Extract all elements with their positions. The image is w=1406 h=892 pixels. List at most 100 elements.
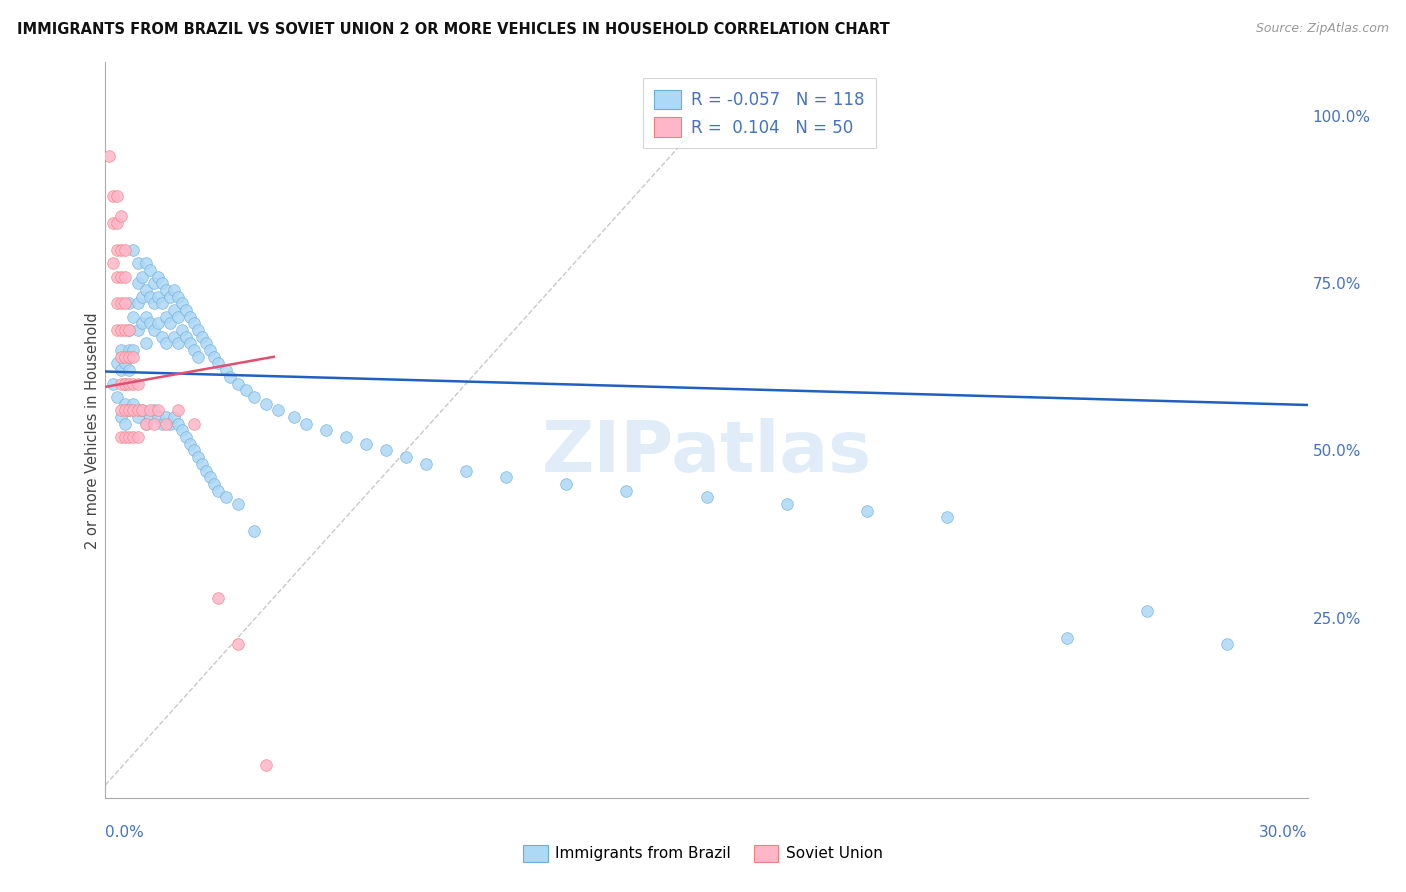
Point [162, 283, 184, 297]
Point [138, 403, 160, 417]
Point [936, 510, 959, 524]
Point [166, 310, 188, 324]
Point [295, 417, 318, 431]
Point [135, 417, 157, 431]
Point [174, 330, 197, 344]
Point [127, 410, 149, 425]
Point [135, 336, 157, 351]
Point [395, 450, 418, 464]
Point [142, 417, 165, 431]
Point [150, 330, 173, 344]
Point [122, 343, 145, 358]
Point [118, 403, 141, 417]
Point [226, 637, 249, 651]
Point [146, 289, 169, 303]
Point [131, 403, 153, 417]
Point [114, 243, 136, 257]
Point [155, 283, 177, 297]
Point [194, 336, 217, 351]
Point [159, 417, 181, 431]
Point [155, 310, 177, 324]
Point [110, 210, 132, 224]
Point [696, 490, 718, 504]
Point [107, 356, 129, 371]
Point [218, 369, 240, 384]
Point [131, 317, 153, 331]
Point [114, 376, 136, 391]
Point [335, 430, 357, 444]
Point [776, 497, 799, 511]
Point [110, 410, 132, 425]
Point [155, 410, 177, 425]
Point [202, 476, 225, 491]
Point [103, 189, 125, 203]
Point [114, 376, 136, 391]
Point [110, 403, 132, 417]
Point [159, 289, 181, 303]
Point [135, 283, 157, 297]
Point [207, 591, 229, 605]
Point [110, 296, 132, 310]
Point [150, 417, 173, 431]
Point [107, 243, 129, 257]
Point [122, 403, 145, 417]
Point [127, 323, 149, 337]
Point [183, 443, 205, 458]
Point [110, 323, 132, 337]
Point [107, 390, 129, 404]
Point [150, 296, 173, 310]
Point [194, 464, 217, 478]
Point [146, 410, 169, 425]
Point [114, 323, 136, 337]
Point [118, 343, 141, 358]
Point [267, 403, 290, 417]
Point [135, 310, 157, 324]
Point [283, 410, 305, 425]
Point [127, 277, 149, 291]
Text: 30.0%: 30.0% [1260, 825, 1308, 839]
Point [142, 277, 165, 291]
Point [146, 317, 169, 331]
Point [114, 417, 136, 431]
Point [103, 376, 125, 391]
Point [1056, 631, 1078, 645]
Point [114, 430, 136, 444]
Point [127, 376, 149, 391]
Point [207, 356, 229, 371]
Point [190, 457, 212, 471]
Point [103, 216, 125, 230]
Point [616, 483, 638, 498]
Point [122, 310, 145, 324]
Point [98, 149, 121, 163]
Point [114, 350, 136, 364]
Point [354, 436, 377, 450]
Point [1136, 604, 1159, 618]
Point [135, 417, 157, 431]
Point [138, 289, 160, 303]
Point [170, 323, 193, 337]
Point [118, 323, 141, 337]
Point [198, 343, 221, 358]
Point [142, 296, 165, 310]
Point [198, 470, 221, 484]
Point [131, 403, 153, 417]
Point [122, 430, 145, 444]
Point [146, 403, 169, 417]
Point [118, 296, 141, 310]
Point [107, 216, 129, 230]
Point [110, 363, 132, 377]
Point [190, 330, 212, 344]
Point [138, 317, 160, 331]
Point [166, 289, 188, 303]
Point [162, 410, 184, 425]
Point [142, 403, 165, 417]
Point [242, 390, 264, 404]
Legend: Immigrants from Brazil, Soviet Union: Immigrants from Brazil, Soviet Union [517, 838, 889, 868]
Point [170, 296, 193, 310]
Point [114, 403, 136, 417]
Point [107, 269, 129, 284]
Point [118, 323, 141, 337]
Point [103, 256, 125, 270]
Point [118, 363, 141, 377]
Point [138, 410, 160, 425]
